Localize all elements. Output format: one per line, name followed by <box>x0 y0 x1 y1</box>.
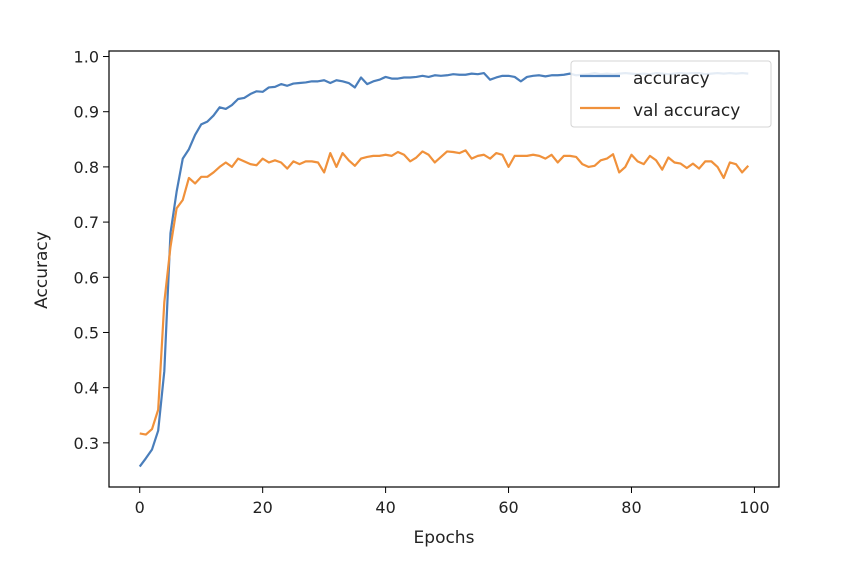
y-axis-label: Accuracy <box>32 231 52 309</box>
x-tick-label: 100 <box>739 498 770 517</box>
y-tick-label: 0.4 <box>74 379 99 398</box>
y-tick-label: 0.9 <box>74 103 99 122</box>
x-tick-label: 40 <box>375 498 395 517</box>
legend-box <box>570 60 772 128</box>
legend: accuracy val accuracy <box>570 60 772 128</box>
y-tick-label: 0.8 <box>74 158 99 177</box>
x-tick-label: 20 <box>252 498 272 517</box>
series-line-accuracy <box>138 71 749 468</box>
series-lines <box>138 71 750 468</box>
x-tick-label: 60 <box>498 498 518 517</box>
x-tick-label: 80 <box>621 498 641 517</box>
y-tick-label: 0.5 <box>74 323 99 342</box>
legend-label-accuracy: accuracy <box>633 69 710 89</box>
legend-label-val-accuracy: val accuracy <box>633 101 740 121</box>
y-tick-label: 0.7 <box>74 213 99 232</box>
y-tick-label: 0.6 <box>74 268 99 287</box>
y-tick-label: 1.0 <box>74 48 99 67</box>
x-axis-label: Epochs <box>414 528 475 548</box>
series-line-val-accuracy <box>139 149 750 436</box>
y-axis: 0.3 0.4 0.5 0.6 0.7 0.8 0.9 1.0 <box>74 48 109 453</box>
y-tick-label: 0.3 <box>74 434 99 453</box>
plot-frame <box>108 50 780 488</box>
x-tick-label: 0 <box>135 498 145 517</box>
x-axis: 0 20 40 60 80 100 <box>135 487 770 517</box>
